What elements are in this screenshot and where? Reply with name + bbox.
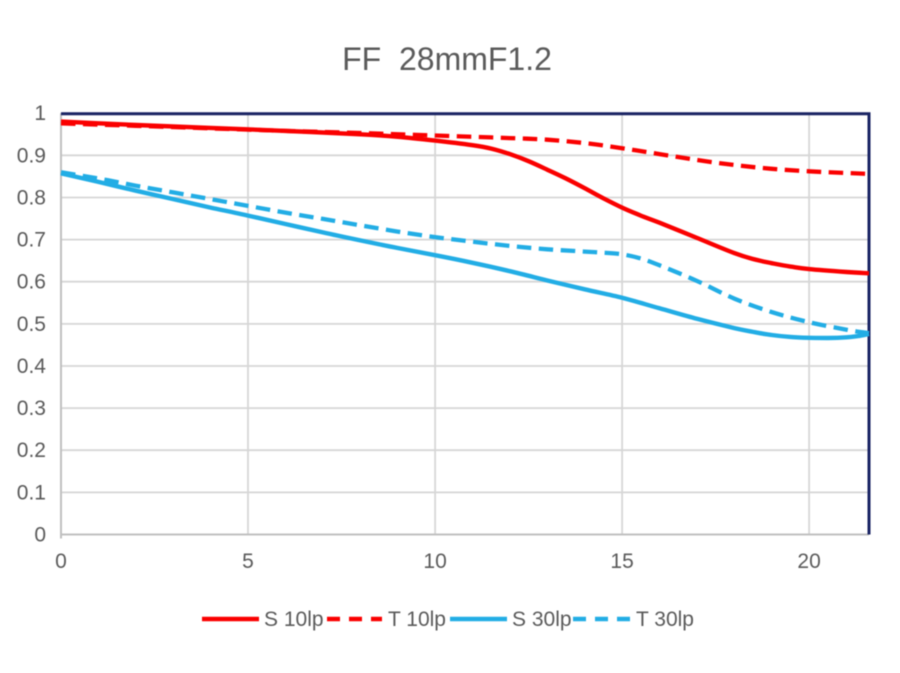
svg-text:S 10lp: S 10lp	[264, 608, 324, 631]
svg-text:0.6: 0.6	[17, 271, 46, 294]
svg-text:S 30lp: S 30lp	[512, 608, 572, 631]
svg-text:0.2: 0.2	[17, 439, 46, 462]
svg-text:15: 15	[610, 550, 633, 573]
svg-text:0.7: 0.7	[17, 229, 46, 252]
svg-text:1: 1	[34, 102, 46, 125]
svg-text:0.4: 0.4	[17, 355, 47, 378]
svg-text:5: 5	[242, 550, 254, 573]
svg-text:10: 10	[423, 550, 446, 573]
svg-text:T 10lp: T 10lp	[388, 608, 446, 631]
svg-text:20: 20	[797, 550, 820, 573]
svg-text:0.3: 0.3	[17, 397, 46, 420]
svg-text:FF 28mmF1.2: FF 28mmF1.2	[342, 41, 552, 77]
svg-text:0.9: 0.9	[17, 144, 46, 167]
svg-text:0.1: 0.1	[17, 481, 46, 504]
svg-text:0: 0	[34, 524, 46, 547]
svg-text:0.8: 0.8	[17, 187, 46, 210]
svg-text:0.5: 0.5	[17, 313, 46, 336]
svg-text:0: 0	[55, 550, 67, 573]
svg-text:T 30lp: T 30lp	[636, 608, 694, 631]
